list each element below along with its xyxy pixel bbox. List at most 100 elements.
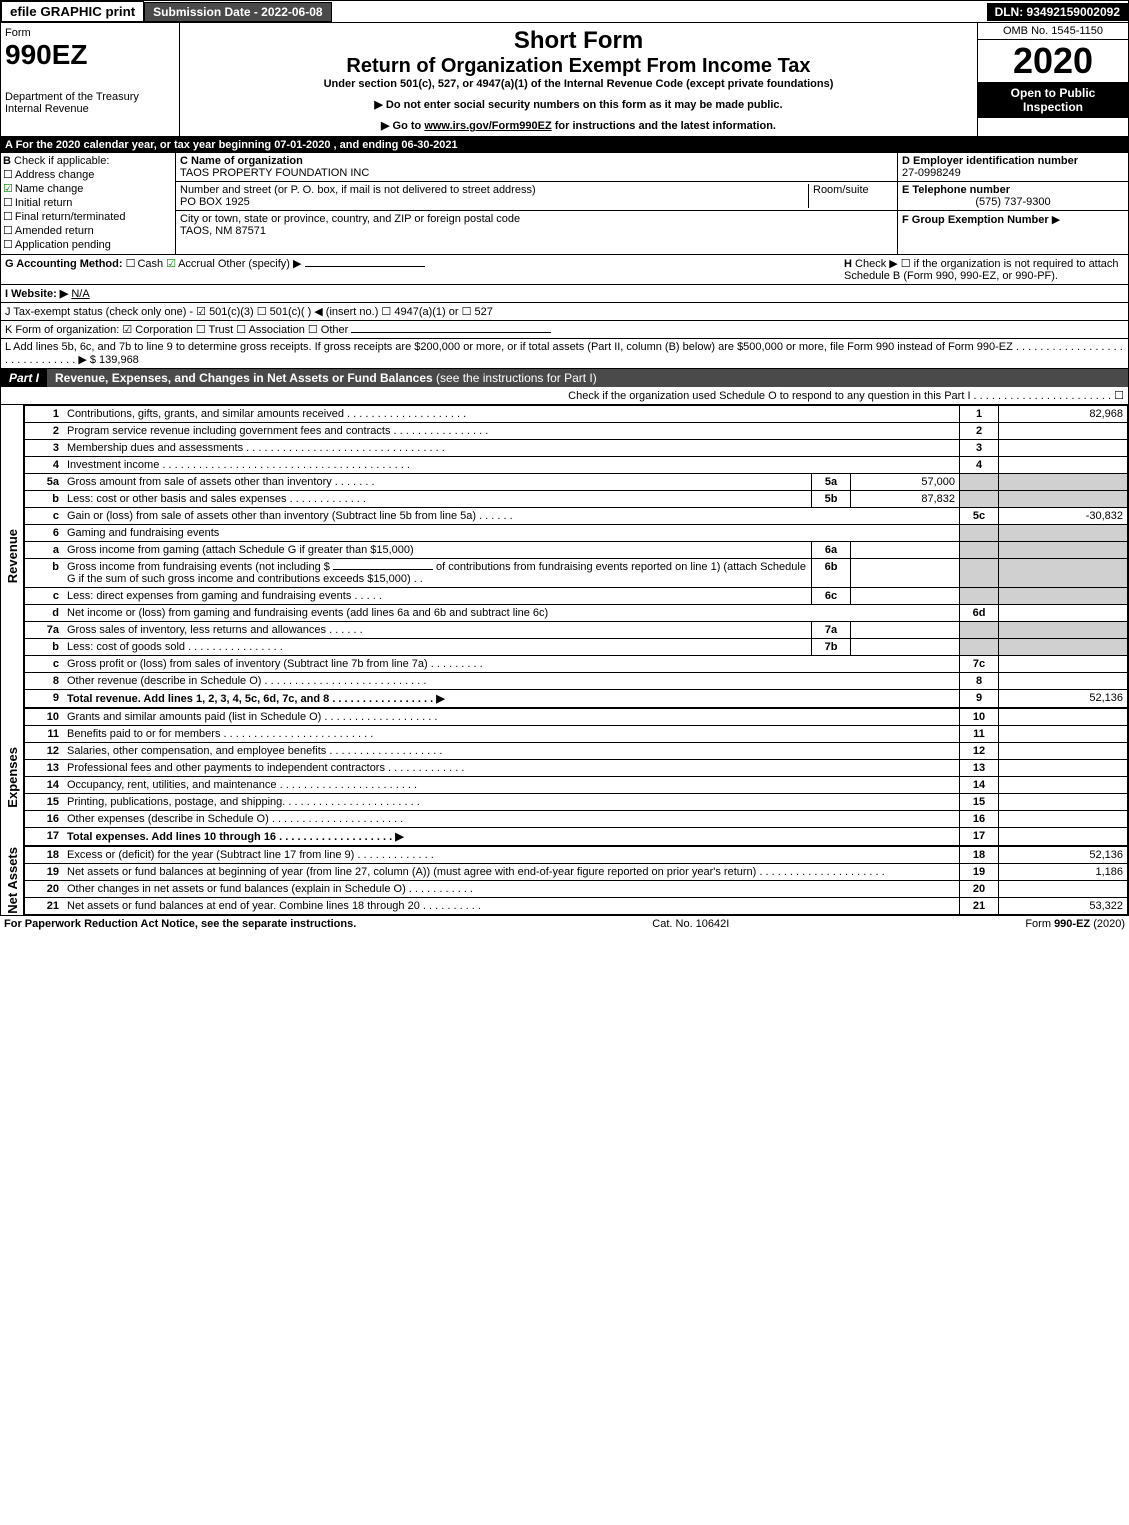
l8-ln: 8 bbox=[960, 673, 999, 690]
line-7c: c Gross profit or (loss) from sales of i… bbox=[25, 656, 1128, 673]
l6c-subval bbox=[851, 588, 960, 605]
l6b-blank[interactable] bbox=[333, 569, 433, 570]
l1-amt: 82,968 bbox=[999, 406, 1128, 423]
revenue-table: 1 Contributions, gifts, grants, and simi… bbox=[24, 405, 1128, 708]
l11-ln: 11 bbox=[960, 726, 999, 743]
l15-desc: Printing, publications, postage, and shi… bbox=[63, 794, 960, 811]
l1-num: 1 bbox=[25, 406, 64, 423]
ein: 27-0998249 bbox=[902, 167, 961, 179]
cash-checkbox[interactable]: Cash bbox=[126, 258, 164, 270]
l1-ln: 1 bbox=[960, 406, 999, 423]
top-bar: efile GRAPHIC print Submission Date - 20… bbox=[0, 0, 1129, 23]
l10-num: 10 bbox=[25, 709, 64, 726]
section-b: B Check if applicable: Address change Na… bbox=[1, 153, 176, 254]
addr-label: Number and street (or P. O. box, if mail… bbox=[180, 184, 536, 196]
h-label: H bbox=[844, 258, 852, 270]
l19-desc: Net assets or fund balances at beginning… bbox=[63, 864, 960, 881]
org-name-cell: C Name of organization TAOS PROPERTY FOU… bbox=[176, 153, 897, 182]
l7a-shade2 bbox=[999, 622, 1128, 639]
section-c: C Name of organization TAOS PROPERTY FOU… bbox=[176, 153, 897, 254]
ein-cell: D Employer identification number 27-0998… bbox=[898, 153, 1128, 182]
l18-desc: Excess or (deficit) for the year (Subtra… bbox=[63, 847, 960, 864]
l7c-ln: 7c bbox=[960, 656, 999, 673]
l5c-amt: -30,832 bbox=[999, 508, 1128, 525]
l6c-shade2 bbox=[999, 588, 1128, 605]
header-center: Short Form Return of Organization Exempt… bbox=[180, 23, 977, 136]
open-to-public: Open to Public Inspection bbox=[978, 82, 1128, 118]
phone-cell: E Telephone number (575) 737-9300 bbox=[898, 182, 1128, 211]
form-ref-pre: Form bbox=[1025, 918, 1054, 930]
l14-amt bbox=[999, 777, 1128, 794]
accounting-method: G Accounting Method: Cash Accrual Other … bbox=[5, 257, 844, 282]
l6b-desc: Gross income from fundraising events (no… bbox=[63, 559, 812, 588]
l20-amt bbox=[999, 881, 1128, 898]
l6d-desc: Net income or (loss) from gaming and fun… bbox=[63, 605, 960, 622]
l16-num: 16 bbox=[25, 811, 64, 828]
l5b-shade bbox=[960, 491, 999, 508]
other-org-blank[interactable] bbox=[351, 332, 551, 333]
l2-ln: 2 bbox=[960, 423, 999, 440]
paperwork-notice: For Paperwork Reduction Act Notice, see … bbox=[4, 918, 356, 930]
b-label: B bbox=[3, 155, 11, 167]
tax-year: 2020 bbox=[978, 40, 1128, 82]
application-pending-checkbox[interactable]: Application pending bbox=[3, 238, 173, 251]
l10-amt bbox=[999, 709, 1128, 726]
l7b-num: b bbox=[25, 639, 64, 656]
phone-label: E Telephone number bbox=[902, 184, 1010, 196]
l7c-num: c bbox=[25, 656, 64, 673]
l14-ln: 14 bbox=[960, 777, 999, 794]
l18-ln: 18 bbox=[960, 847, 999, 864]
l8-num: 8 bbox=[25, 673, 64, 690]
revenue-section: Revenue 1 Contributions, gifts, grants, … bbox=[0, 405, 1129, 708]
section-def: D Employer identification number 27-0998… bbox=[897, 153, 1128, 254]
l9-amt: 52,136 bbox=[999, 690, 1128, 708]
l10-ln: 10 bbox=[960, 709, 999, 726]
amended-return-checkbox[interactable]: Amended return bbox=[3, 224, 173, 237]
l2-desc: Program service revenue including govern… bbox=[63, 423, 960, 440]
initial-return-checkbox[interactable]: Initial return bbox=[3, 196, 173, 209]
top-bar-left: efile GRAPHIC print Submission Date - 20… bbox=[1, 1, 332, 22]
accrual-checkbox[interactable]: Accrual bbox=[166, 258, 215, 270]
line-6a: a Gross income from gaming (attach Sched… bbox=[25, 542, 1128, 559]
other-method: Other (specify) ▶ bbox=[218, 258, 302, 270]
l21-num: 21 bbox=[25, 898, 64, 915]
row-a-tax-year: A For the 2020 calendar year, or tax yea… bbox=[0, 137, 1129, 153]
goto-pre: ▶ Go to bbox=[381, 120, 424, 132]
expenses-table: 10 Grants and similar amounts paid (list… bbox=[24, 708, 1128, 846]
name-change-checkbox[interactable]: Name change bbox=[3, 182, 173, 195]
dln-label: DLN: 93492159002092 bbox=[987, 3, 1128, 21]
l7a-desc: Gross sales of inventory, less returns a… bbox=[63, 622, 812, 639]
form-ref: Form 990-EZ (2020) bbox=[1025, 918, 1125, 930]
l7b-shade2 bbox=[999, 639, 1128, 656]
l21-amt: 53,322 bbox=[999, 898, 1128, 915]
part-1-title-text: Revenue, Expenses, and Changes in Net As… bbox=[55, 371, 433, 385]
other-method-blank[interactable] bbox=[305, 266, 425, 267]
cat-no: Cat. No. 10642I bbox=[652, 918, 729, 930]
l12-num: 12 bbox=[25, 743, 64, 760]
l17-num: 17 bbox=[25, 828, 64, 846]
goto-post: for instructions and the latest informat… bbox=[552, 120, 776, 132]
l13-ln: 13 bbox=[960, 760, 999, 777]
city-cell: City or town, state or province, country… bbox=[176, 211, 897, 239]
line-18: 18 Excess or (deficit) for the year (Sub… bbox=[25, 847, 1128, 864]
l13-desc: Professional fees and other payments to … bbox=[63, 760, 960, 777]
ein-label: D Employer identification number bbox=[902, 155, 1078, 167]
l9-desc: Total revenue. Add lines 1, 2, 3, 4, 5c,… bbox=[63, 690, 960, 708]
line-6: 6 Gaming and fundraising events bbox=[25, 525, 1128, 542]
irs-link[interactable]: www.irs.gov/Form990EZ bbox=[424, 120, 551, 132]
l13-num: 13 bbox=[25, 760, 64, 777]
final-return-checkbox[interactable]: Final return/terminated bbox=[3, 210, 173, 223]
l6b-desc-pre: Gross income from fundraising events (no… bbox=[67, 561, 330, 573]
line-17: 17 Total expenses. Add lines 10 through … bbox=[25, 828, 1128, 846]
line-5a: 5a Gross amount from sale of assets othe… bbox=[25, 474, 1128, 491]
address: PO BOX 1925 bbox=[180, 196, 250, 208]
net-assets-section: Net Assets 18 Excess or (deficit) for th… bbox=[0, 846, 1129, 915]
efile-button[interactable]: efile GRAPHIC print bbox=[1, 1, 144, 22]
gross-receipts-text: L Add lines 5b, 6c, and 7b to line 9 to … bbox=[5, 341, 1123, 366]
h-text: Check ▶ ☐ if the organization is not req… bbox=[844, 258, 1119, 282]
group-label: F Group Exemption Number bbox=[902, 214, 1049, 226]
address-change-checkbox[interactable]: Address change bbox=[3, 168, 173, 181]
short-form-title: Short Form bbox=[184, 27, 973, 55]
return-title: Return of Organization Exempt From Incom… bbox=[184, 55, 973, 78]
dept-treasury: Department of the Treasury bbox=[5, 91, 175, 103]
